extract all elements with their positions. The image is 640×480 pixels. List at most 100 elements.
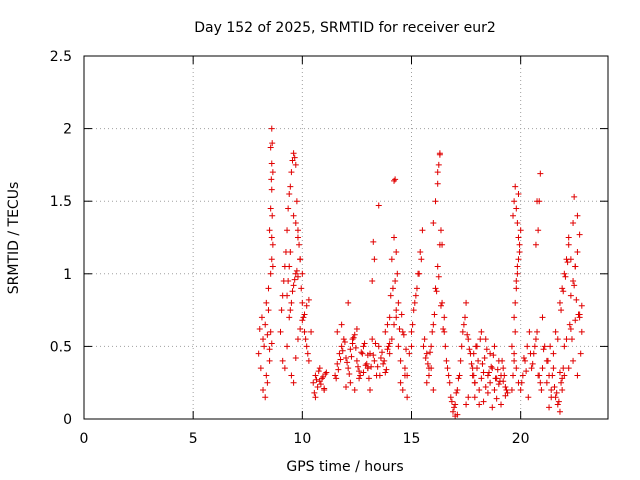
data-point xyxy=(367,386,374,393)
data-point xyxy=(367,350,374,357)
data-point xyxy=(554,336,561,343)
data-point xyxy=(286,190,293,197)
data-point xyxy=(262,394,269,401)
data-point xyxy=(570,278,577,285)
data-point xyxy=(375,202,382,209)
data-point xyxy=(374,363,381,370)
data-point xyxy=(408,343,415,350)
data-point xyxy=(510,212,517,219)
data-point xyxy=(547,343,554,350)
data-point xyxy=(495,381,502,388)
data-point xyxy=(480,398,487,405)
data-point xyxy=(577,350,584,357)
y-axis-label: SRMTID / TECUs xyxy=(6,182,22,295)
data-point xyxy=(564,259,571,266)
data-point xyxy=(268,256,275,263)
data-point xyxy=(434,180,441,187)
data-point xyxy=(267,205,274,212)
data-point xyxy=(382,369,389,376)
data-point xyxy=(379,349,386,356)
data-point xyxy=(477,336,484,343)
data-point xyxy=(346,370,353,377)
data-point xyxy=(453,389,460,396)
data-point xyxy=(513,278,520,285)
data-point xyxy=(543,379,550,386)
data-point xyxy=(572,263,579,270)
data-point xyxy=(266,227,273,234)
data-point xyxy=(301,328,308,335)
axis-ticks: 0 5 10 15 20 0 0.5 1 1.5 2 2.5 xyxy=(50,49,608,447)
data-point xyxy=(393,249,400,256)
data-point xyxy=(311,389,318,396)
data-point xyxy=(400,331,407,338)
data-point xyxy=(386,340,393,347)
data-point xyxy=(565,365,572,372)
data-point xyxy=(508,343,515,350)
data-point xyxy=(268,176,275,183)
data-point xyxy=(536,372,543,379)
data-point xyxy=(500,365,507,372)
data-point xyxy=(288,372,295,379)
x-tick-label: 5 xyxy=(189,431,198,447)
data-point xyxy=(395,299,402,306)
data-point xyxy=(538,386,545,393)
data-point xyxy=(260,386,267,393)
data-point xyxy=(268,340,275,347)
data-point xyxy=(365,375,372,382)
data-point xyxy=(457,357,464,364)
data-point xyxy=(413,285,420,292)
data-point xyxy=(440,325,447,332)
data-point xyxy=(360,369,367,376)
data-point xyxy=(287,307,294,314)
data-point xyxy=(515,190,522,197)
data-point xyxy=(417,249,424,256)
data-point xyxy=(395,343,402,350)
x-axis-label: GPS time / hours xyxy=(286,459,403,475)
data-point xyxy=(526,328,533,335)
data-point xyxy=(289,288,296,295)
data-point xyxy=(304,350,311,357)
data-point xyxy=(502,384,509,391)
data-point xyxy=(391,321,398,328)
data-point xyxy=(305,357,312,364)
data-point xyxy=(492,375,499,382)
data-point xyxy=(369,278,376,285)
data-point xyxy=(490,352,497,359)
data-point xyxy=(348,353,355,360)
data-point xyxy=(465,394,472,401)
data-point xyxy=(393,307,400,314)
data-point xyxy=(511,350,518,357)
data-point xyxy=(322,370,329,377)
data-point xyxy=(389,285,396,292)
data-point xyxy=(454,411,461,418)
data-point xyxy=(520,355,527,362)
data-point xyxy=(268,125,275,132)
data-point xyxy=(404,394,411,401)
data-point xyxy=(284,227,291,234)
data-point xyxy=(496,378,503,385)
data-point xyxy=(508,386,515,393)
data-point xyxy=(428,343,435,350)
data-point xyxy=(338,343,345,350)
data-point xyxy=(370,238,377,245)
data-point xyxy=(550,365,557,372)
data-point xyxy=(371,357,378,364)
data-point xyxy=(387,292,394,299)
data-point xyxy=(418,256,425,263)
data-point xyxy=(388,336,395,343)
data-point xyxy=(310,379,317,386)
data-point xyxy=(537,170,544,177)
data-point xyxy=(425,372,432,379)
data-point xyxy=(532,336,539,343)
data-point xyxy=(268,234,275,241)
data-point xyxy=(303,302,310,309)
data-point xyxy=(423,350,430,357)
data-point xyxy=(332,372,339,379)
data-point xyxy=(512,299,519,306)
data-point xyxy=(561,270,568,277)
data-point xyxy=(548,386,555,393)
data-point xyxy=(513,285,520,292)
data-point xyxy=(353,325,360,332)
data-point xyxy=(269,241,276,248)
data-point xyxy=(375,343,382,350)
